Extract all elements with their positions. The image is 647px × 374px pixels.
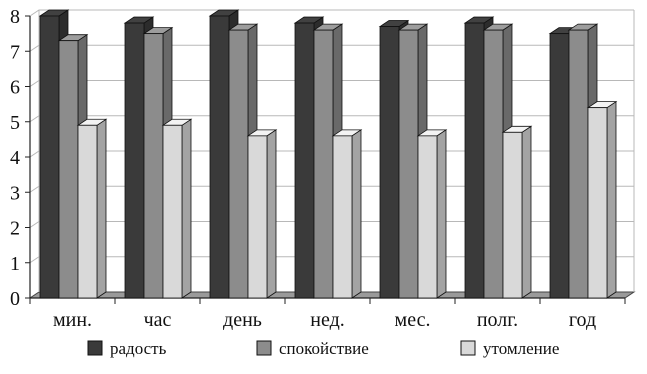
bar bbox=[586, 100, 618, 299]
x-category-labels: мин. час день нед. мес. полг. год bbox=[53, 309, 596, 331]
x-category-label: день bbox=[223, 309, 262, 331]
y-tick-label: 5 bbox=[10, 112, 20, 134]
legend-swatch bbox=[87, 340, 103, 356]
legend-label: спокойствие bbox=[279, 339, 369, 358]
y-tick-label: 3 bbox=[10, 182, 20, 204]
x-category-label: полг. bbox=[477, 309, 518, 331]
bar bbox=[331, 129, 363, 299]
y-tick-label: 6 bbox=[10, 77, 20, 99]
legend-label: радость bbox=[110, 339, 167, 358]
y-tick-label: 4 bbox=[10, 147, 20, 169]
legend-label: утомление bbox=[483, 339, 559, 358]
gridline bbox=[29, 9, 634, 17]
y-tick-label: 1 bbox=[10, 253, 20, 275]
x-category-label: час bbox=[144, 309, 172, 331]
y-tick-label: 7 bbox=[10, 41, 20, 63]
legend-swatch bbox=[460, 340, 476, 356]
y-tick-label: 8 bbox=[10, 6, 20, 28]
y-tick-label: 2 bbox=[10, 218, 20, 240]
y-tick-label: 0 bbox=[10, 288, 20, 310]
bar bbox=[501, 125, 533, 299]
bar bbox=[416, 129, 448, 299]
legend: радость спокойствие утомление bbox=[87, 339, 559, 358]
bar bbox=[246, 129, 278, 299]
legend-swatch bbox=[256, 340, 272, 356]
bars bbox=[38, 9, 618, 299]
x-category-label: год bbox=[569, 309, 596, 331]
bar bbox=[161, 118, 193, 299]
bar bbox=[76, 118, 108, 299]
x-category-label: мес. bbox=[395, 309, 431, 331]
x-category-label: нед. bbox=[310, 309, 345, 331]
x-category-label: мин. bbox=[53, 309, 92, 331]
y-tick-labels: 0 1 2 3 4 5 6 7 8 bbox=[10, 6, 20, 310]
